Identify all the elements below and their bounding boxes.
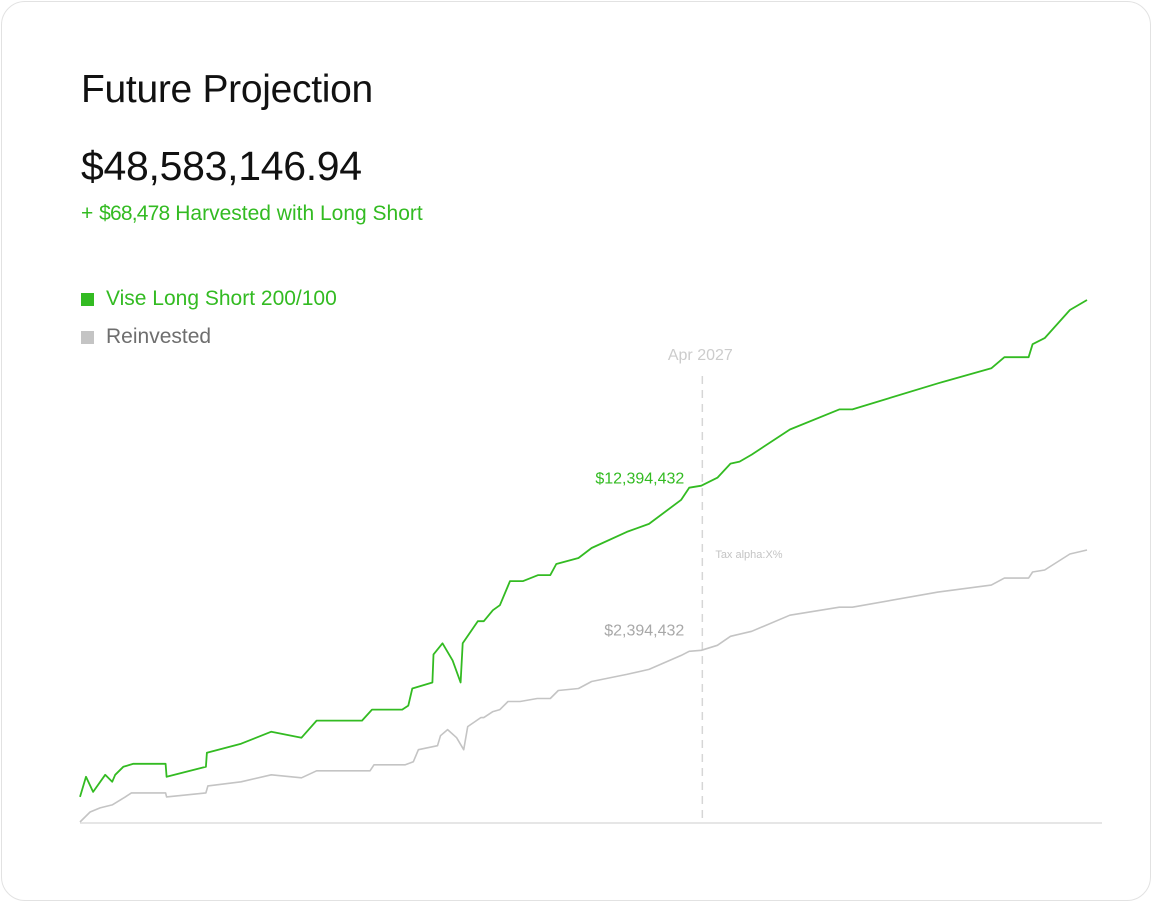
series-line-reinvested	[79, 549, 1088, 823]
data-label-reinvested: $2,394,432	[604, 622, 684, 639]
legend-label-long-short: Vise Long Short 200/100	[106, 287, 337, 310]
tax-alpha-annotation: Tax alpha:X%	[715, 549, 782, 561]
data-label-long-short: $12,394,432	[595, 471, 684, 488]
marker-date-label: Apr 2027	[668, 347, 733, 364]
harvest-amount: $68,478	[99, 202, 170, 225]
legend-swatch-reinvested	[81, 330, 94, 344]
harvest-summary: + $68,478 Harvested with Long Short	[81, 202, 423, 226]
legend-swatch-long-short	[81, 292, 94, 306]
legend-item-reinvested[interactable]: Reinvested	[81, 318, 337, 356]
card-title: Future Projection	[81, 68, 373, 111]
legend-label-reinvested: Reinvested	[106, 325, 212, 348]
harvest-suffix: Harvested with Long Short	[169, 202, 423, 225]
chart-legend: Vise Long Short 200/100 Reinvested	[81, 280, 337, 356]
total-value: $48,583,146.94	[81, 143, 362, 189]
series-line-long-short	[79, 299, 1088, 798]
legend-item-long-short[interactable]: Vise Long Short 200/100	[81, 280, 337, 318]
harvest-prefix: +	[81, 202, 100, 225]
